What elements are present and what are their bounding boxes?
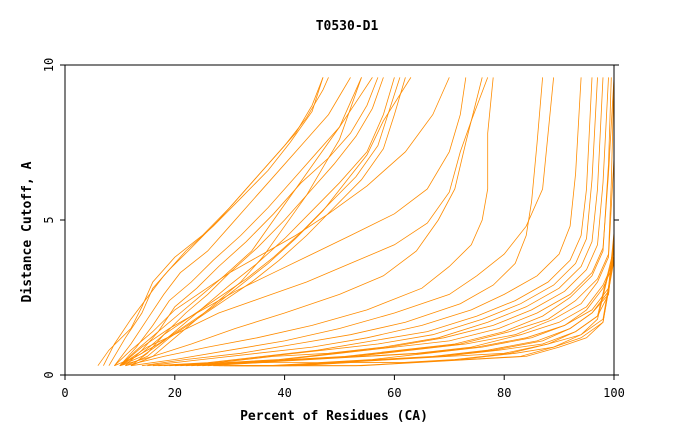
series-line-13 xyxy=(114,77,412,367)
series-line-26 xyxy=(174,77,615,367)
series-line-14 xyxy=(114,77,450,366)
series-line-35 xyxy=(224,244,615,367)
series-line-16 xyxy=(119,77,489,367)
series-line-23 xyxy=(158,77,598,367)
series-line-10 xyxy=(119,77,362,366)
series-line-3 xyxy=(108,77,324,366)
x-tick-label: 20 xyxy=(168,386,182,400)
series-line-17 xyxy=(119,77,483,367)
series-line-24 xyxy=(163,77,604,367)
series-line-28 xyxy=(185,77,615,367)
series-line-40 xyxy=(251,260,615,367)
x-axis-label: Percent of Residues (CA) xyxy=(240,409,428,424)
series-line-8 xyxy=(130,77,362,367)
series-line-21 xyxy=(147,77,582,367)
y-axis-ticks: 0 5 10 xyxy=(42,58,619,379)
series-line-39 xyxy=(246,257,615,367)
y-axis-label: Distance Cutoff, A xyxy=(20,161,35,302)
x-tick-label: 40 xyxy=(277,386,291,400)
series-line-19 xyxy=(130,77,554,367)
series-line-20 xyxy=(141,77,543,367)
series-line-18 xyxy=(125,77,494,367)
series-line-25 xyxy=(169,77,609,367)
series-line-4 xyxy=(114,77,351,366)
x-tick-label: 100 xyxy=(603,386,625,400)
y-tick-label: 0 xyxy=(42,371,56,378)
series-line-11 xyxy=(119,77,401,367)
series-line-1 xyxy=(97,77,329,366)
y-tick-label: 10 xyxy=(42,58,56,72)
x-axis-ticks: 0 20 40 60 80 100 xyxy=(61,375,625,400)
plot-area xyxy=(97,77,615,367)
series-line-5 xyxy=(119,77,373,366)
series-line-27 xyxy=(180,77,612,367)
series-line-12 xyxy=(125,77,406,367)
series-line-32 xyxy=(207,232,615,367)
series-line-22 xyxy=(152,77,593,367)
x-tick-label: 60 xyxy=(387,386,401,400)
series-line-15 xyxy=(119,77,467,367)
series-line-9 xyxy=(119,77,395,367)
y-tick-label: 5 xyxy=(42,216,56,223)
series-line-6 xyxy=(125,77,379,366)
chart-title: T0530-D1 xyxy=(316,19,379,34)
series-line-38 xyxy=(240,254,615,367)
series-line-2 xyxy=(103,77,324,366)
series-line-29 xyxy=(191,157,615,367)
series-line-31 xyxy=(202,263,615,367)
x-tick-label: 0 xyxy=(61,386,68,400)
x-tick-label: 80 xyxy=(497,386,511,400)
